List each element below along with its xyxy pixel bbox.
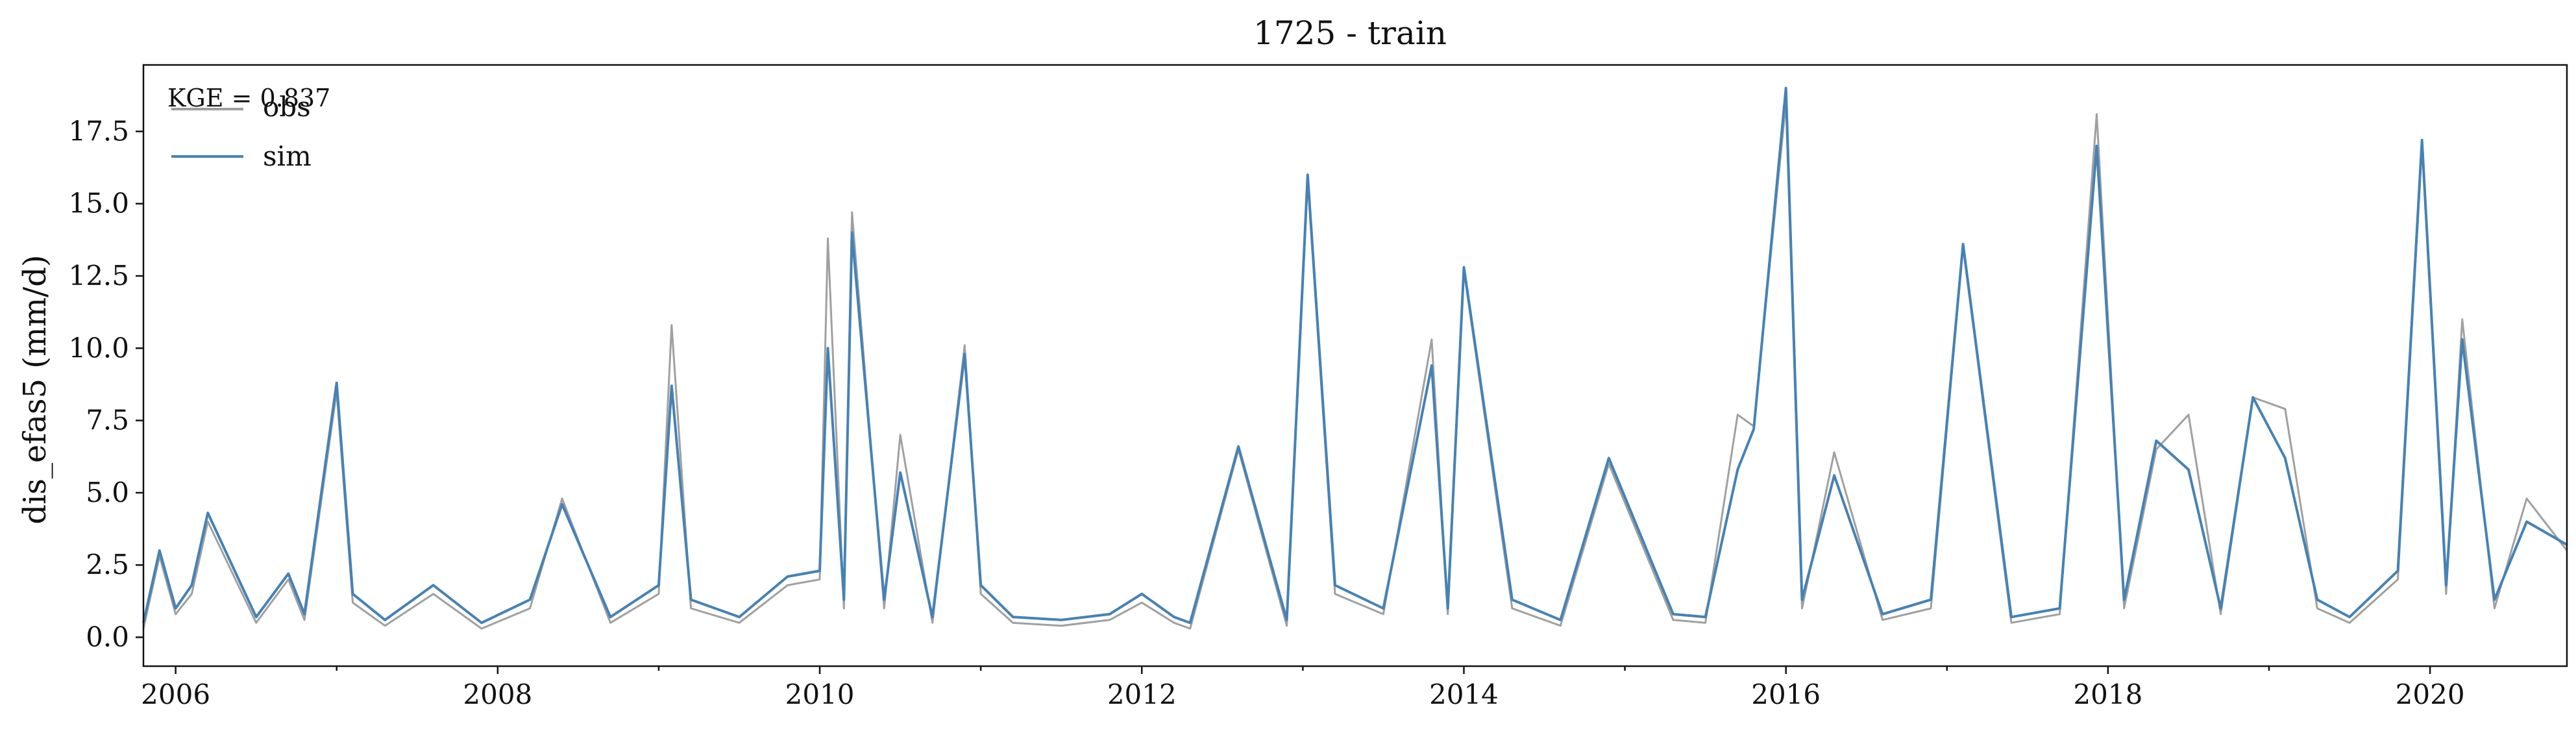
y-tick-label: 2.5	[86, 549, 129, 580]
y-tick-label: 17.5	[68, 115, 129, 147]
plot-frame	[142, 64, 2568, 667]
legend-label-obs: obs	[263, 91, 311, 123]
series-line-obs	[142, 101, 2568, 630]
series-line-sim	[142, 86, 2568, 625]
y-tick-label: 7.5	[86, 405, 129, 436]
y-tick-label: 0.0	[86, 621, 129, 653]
legend: obs sim	[171, 91, 312, 172]
x-tick-label: 2006	[141, 679, 210, 710]
y-tick-label: 12.5	[68, 260, 129, 292]
x-tick-label: 2018	[2073, 679, 2142, 710]
x-tick-label: 2020	[2396, 679, 2465, 710]
chart-title: 1725 - train	[1253, 14, 1447, 52]
x-tick-label: 2014	[1429, 679, 1499, 710]
x-tick-label: 2012	[1107, 679, 1177, 710]
legend-label-sim: sim	[263, 140, 312, 172]
y-axis: 0.0 2.5 5.0 7.5 10.0 12.5 15.0 17.5	[68, 115, 143, 653]
x-tick-label: 2008	[463, 679, 532, 710]
y-tick-label: 15.0	[68, 188, 129, 219]
x-tick-label: 2010	[785, 679, 855, 710]
y-axis-label: dis_efas5 (mm/d)	[17, 255, 53, 524]
x-axis: 2006 2008 2010 2012 2014 2016 2018 2020	[141, 666, 2465, 710]
kge-annotation: KGE = 0.837	[167, 84, 330, 112]
y-tick-label: 5.0	[86, 477, 129, 508]
y-tick-label: 10.0	[68, 332, 129, 364]
x-tick-label: 2016	[1751, 679, 1821, 710]
series-layer	[142, 86, 2568, 630]
